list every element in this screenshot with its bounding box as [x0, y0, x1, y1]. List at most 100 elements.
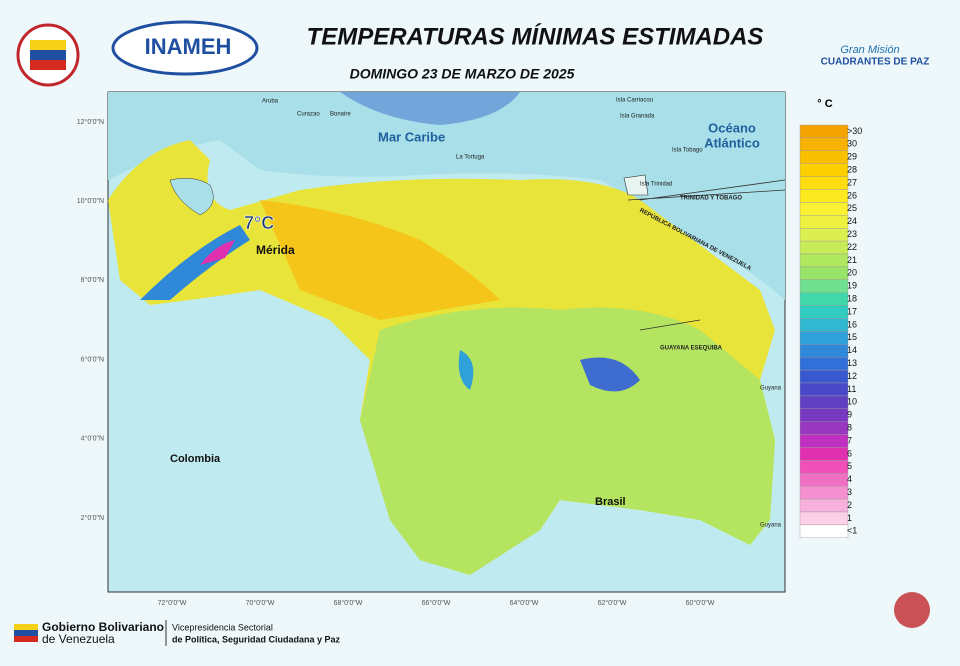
place-label: Isla Carriacou [616, 98, 653, 104]
legend-label: 14 [847, 345, 857, 355]
country-label: Brasil [595, 496, 626, 508]
legend-label: 29 [847, 152, 857, 162]
ocean-label: Atlántico [704, 135, 760, 150]
longitude-label: 64°0'0"W [510, 599, 539, 607]
legend-swatch [799, 176, 849, 190]
place-label: Curazao [297, 112, 320, 118]
place-label: Isla Tobago [672, 148, 703, 154]
trinidad [623, 174, 649, 196]
legend-swatch [799, 434, 849, 448]
legend-swatch [799, 305, 849, 319]
latitude-label: 6°0'0"N [81, 355, 104, 363]
legend-swatch [799, 460, 849, 474]
legend-label: 19 [847, 281, 857, 291]
legend-swatch [799, 408, 849, 422]
footer-text: Gobierno Bolivariano [42, 620, 164, 634]
flag [30, 50, 66, 60]
place-label: La Tortuga [456, 155, 485, 161]
longitude-labels: 72°0'0"W 70°0'0"W 68°0'0"W 66°0'0"W 64°0'0"W… [158, 599, 715, 607]
longitude-label: 60°0'0"W [686, 599, 715, 607]
legend-label: 18 [847, 294, 857, 304]
place-label: Bonaire [330, 112, 351, 118]
flag [30, 60, 66, 70]
legend-swatch [799, 215, 849, 229]
legend-label: >30 [847, 126, 862, 136]
legend-swatch [799, 318, 849, 332]
legend-label: 15 [847, 332, 857, 342]
legend-swatch [799, 137, 849, 151]
land-warm [260, 200, 500, 320]
legend-swatch [799, 369, 849, 384]
legend-label: 28 [847, 165, 857, 175]
place-label: Guyana [760, 523, 782, 529]
legend-label: 3 [847, 487, 852, 497]
legend-swatch [799, 189, 849, 203]
legend-label: <1 [847, 526, 857, 536]
min-temp: 7°C [244, 213, 274, 233]
legend-swatch [799, 266, 849, 280]
legend-label: 27 [847, 177, 857, 187]
place-label: Isla Trinidad [640, 182, 672, 188]
legend-swatch [799, 292, 849, 306]
legend-label: 1 [847, 513, 852, 523]
footer-text: de Venezuela [42, 632, 115, 646]
place-label: Isla Granada [620, 114, 655, 120]
legend-swatch [799, 240, 849, 255]
legend-swatch [799, 511, 849, 526]
legend-label: 17 [847, 306, 857, 316]
footer-text: Vicepresidencia Sectorial [172, 622, 273, 632]
legend-swatch [799, 421, 849, 435]
logo-text: Gran Misión [840, 44, 899, 56]
gov-logo [14, 624, 38, 630]
gov-logo [14, 630, 38, 636]
logo-text: CUADRANTES DE PAZ [821, 57, 930, 68]
coldest-zone [200, 240, 235, 265]
inameh-text: INAMEH [145, 34, 232, 59]
cold-zone [580, 357, 640, 392]
longitude-label: 62°0'0"W [598, 599, 627, 607]
latitude-label: 12°0'0"N [77, 118, 104, 126]
legend-swatch [799, 124, 849, 139]
legend-label: 11 [847, 384, 856, 394]
legend-swatch [799, 395, 849, 409]
legend-swatch [799, 447, 849, 461]
legend-swatch [799, 357, 849, 371]
longitude-label: 70°0'0"W [246, 599, 275, 607]
legend-swatch [799, 150, 849, 164]
legend-swatch [799, 382, 849, 397]
legend-swatch [799, 279, 849, 293]
legend-label: 9 [847, 410, 852, 420]
place-label: Guyana [760, 386, 782, 392]
sea-cold [340, 92, 520, 125]
country-label: Colombia [170, 453, 221, 465]
inameh-logo [111, 20, 259, 76]
legend-label: 4 [847, 474, 852, 484]
legend-swatch [799, 331, 849, 345]
legend-label: 5 [847, 461, 852, 471]
region-label: GUAYANA ESEQUIBA [660, 346, 723, 352]
latitude-label: 4°0'0"N [81, 435, 104, 443]
legend-label: 2 [847, 500, 852, 510]
legend-swatch [799, 163, 849, 177]
latitude-label: 8°0'0"N [81, 276, 104, 284]
legend-swatch [799, 486, 849, 500]
longitude-label: 72°0'0"W [158, 599, 187, 607]
sea-label: Mar Caribe [378, 129, 445, 144]
legend-label: 6 [847, 448, 852, 458]
latitude-label: 2°0'0"N [81, 514, 104, 522]
flag [30, 40, 66, 50]
legend-label: 16 [847, 319, 857, 329]
legend-label: 25 [847, 203, 857, 213]
cold-zone [140, 225, 250, 300]
min-city: Mérida [256, 243, 295, 257]
legend-swatch [799, 344, 849, 358]
legend-label: 7 [847, 435, 852, 445]
legend-label: 21 [847, 255, 857, 265]
legend-swatch [799, 227, 849, 242]
border-line [627, 179, 786, 331]
legend-swatch [799, 202, 849, 216]
legend-swatch [799, 498, 849, 513]
legend-swatch [799, 253, 849, 268]
legend-label: 26 [847, 190, 857, 200]
